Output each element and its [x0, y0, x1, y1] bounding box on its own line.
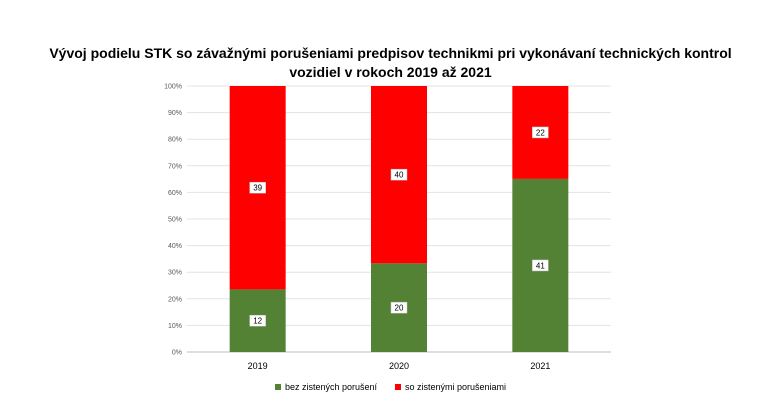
chart-title-line-1: Vývoj podielu STK so závažnými porušenia… — [49, 45, 732, 61]
y-tick-label: 60% — [168, 190, 182, 197]
data-label-box — [532, 259, 549, 272]
legend-item-without-violations: bez zistených porušení — [274, 382, 377, 392]
data-label: 41 — [536, 261, 545, 270]
data-label: 12 — [253, 317, 262, 326]
y-tick-label: 90% — [168, 110, 182, 117]
data-label-box — [532, 126, 549, 139]
y-tick-label: 80% — [168, 137, 182, 144]
data-label-box — [249, 314, 266, 327]
x-category-label: 2020 — [389, 361, 409, 371]
chart-title: Vývoj podielu STK so závažnými porušenia… — [0, 44, 781, 82]
y-tick-label: 70% — [168, 163, 182, 170]
y-tick-label: 100% — [164, 84, 182, 91]
legend-swatch-without-violations — [274, 384, 281, 390]
data-label: 39 — [253, 184, 262, 193]
y-tick-label: 10% — [168, 323, 182, 330]
data-label: 22 — [536, 128, 545, 137]
x-category-label: 2021 — [530, 361, 550, 371]
legend-label-without-violations: bez zistených porušení — [284, 382, 377, 392]
y-tick-label: 50% — [168, 217, 182, 224]
legend-item-with-violations: so zistenými porušeniami — [395, 382, 506, 392]
data-label: 40 — [395, 171, 404, 180]
data-label-box — [249, 181, 266, 194]
y-tick-label: 0% — [172, 350, 182, 357]
legend-swatch-with-violations — [395, 384, 401, 390]
y-tick-label: 30% — [168, 270, 182, 277]
data-label-box — [390, 168, 408, 181]
legend-label-with-violations: so zistenými porušeniami — [405, 382, 507, 392]
x-category-label: 2019 — [248, 361, 268, 371]
chart-title-line-2: vozidiel v rokoch 2019 až 2021 — [289, 64, 492, 80]
data-label: 20 — [395, 304, 404, 313]
data-label-box — [390, 301, 408, 314]
y-tick-label: 40% — [168, 243, 182, 250]
legend: bez zistených porušení so zistenými poru… — [0, 382, 781, 392]
y-tick-label: 20% — [168, 296, 182, 303]
